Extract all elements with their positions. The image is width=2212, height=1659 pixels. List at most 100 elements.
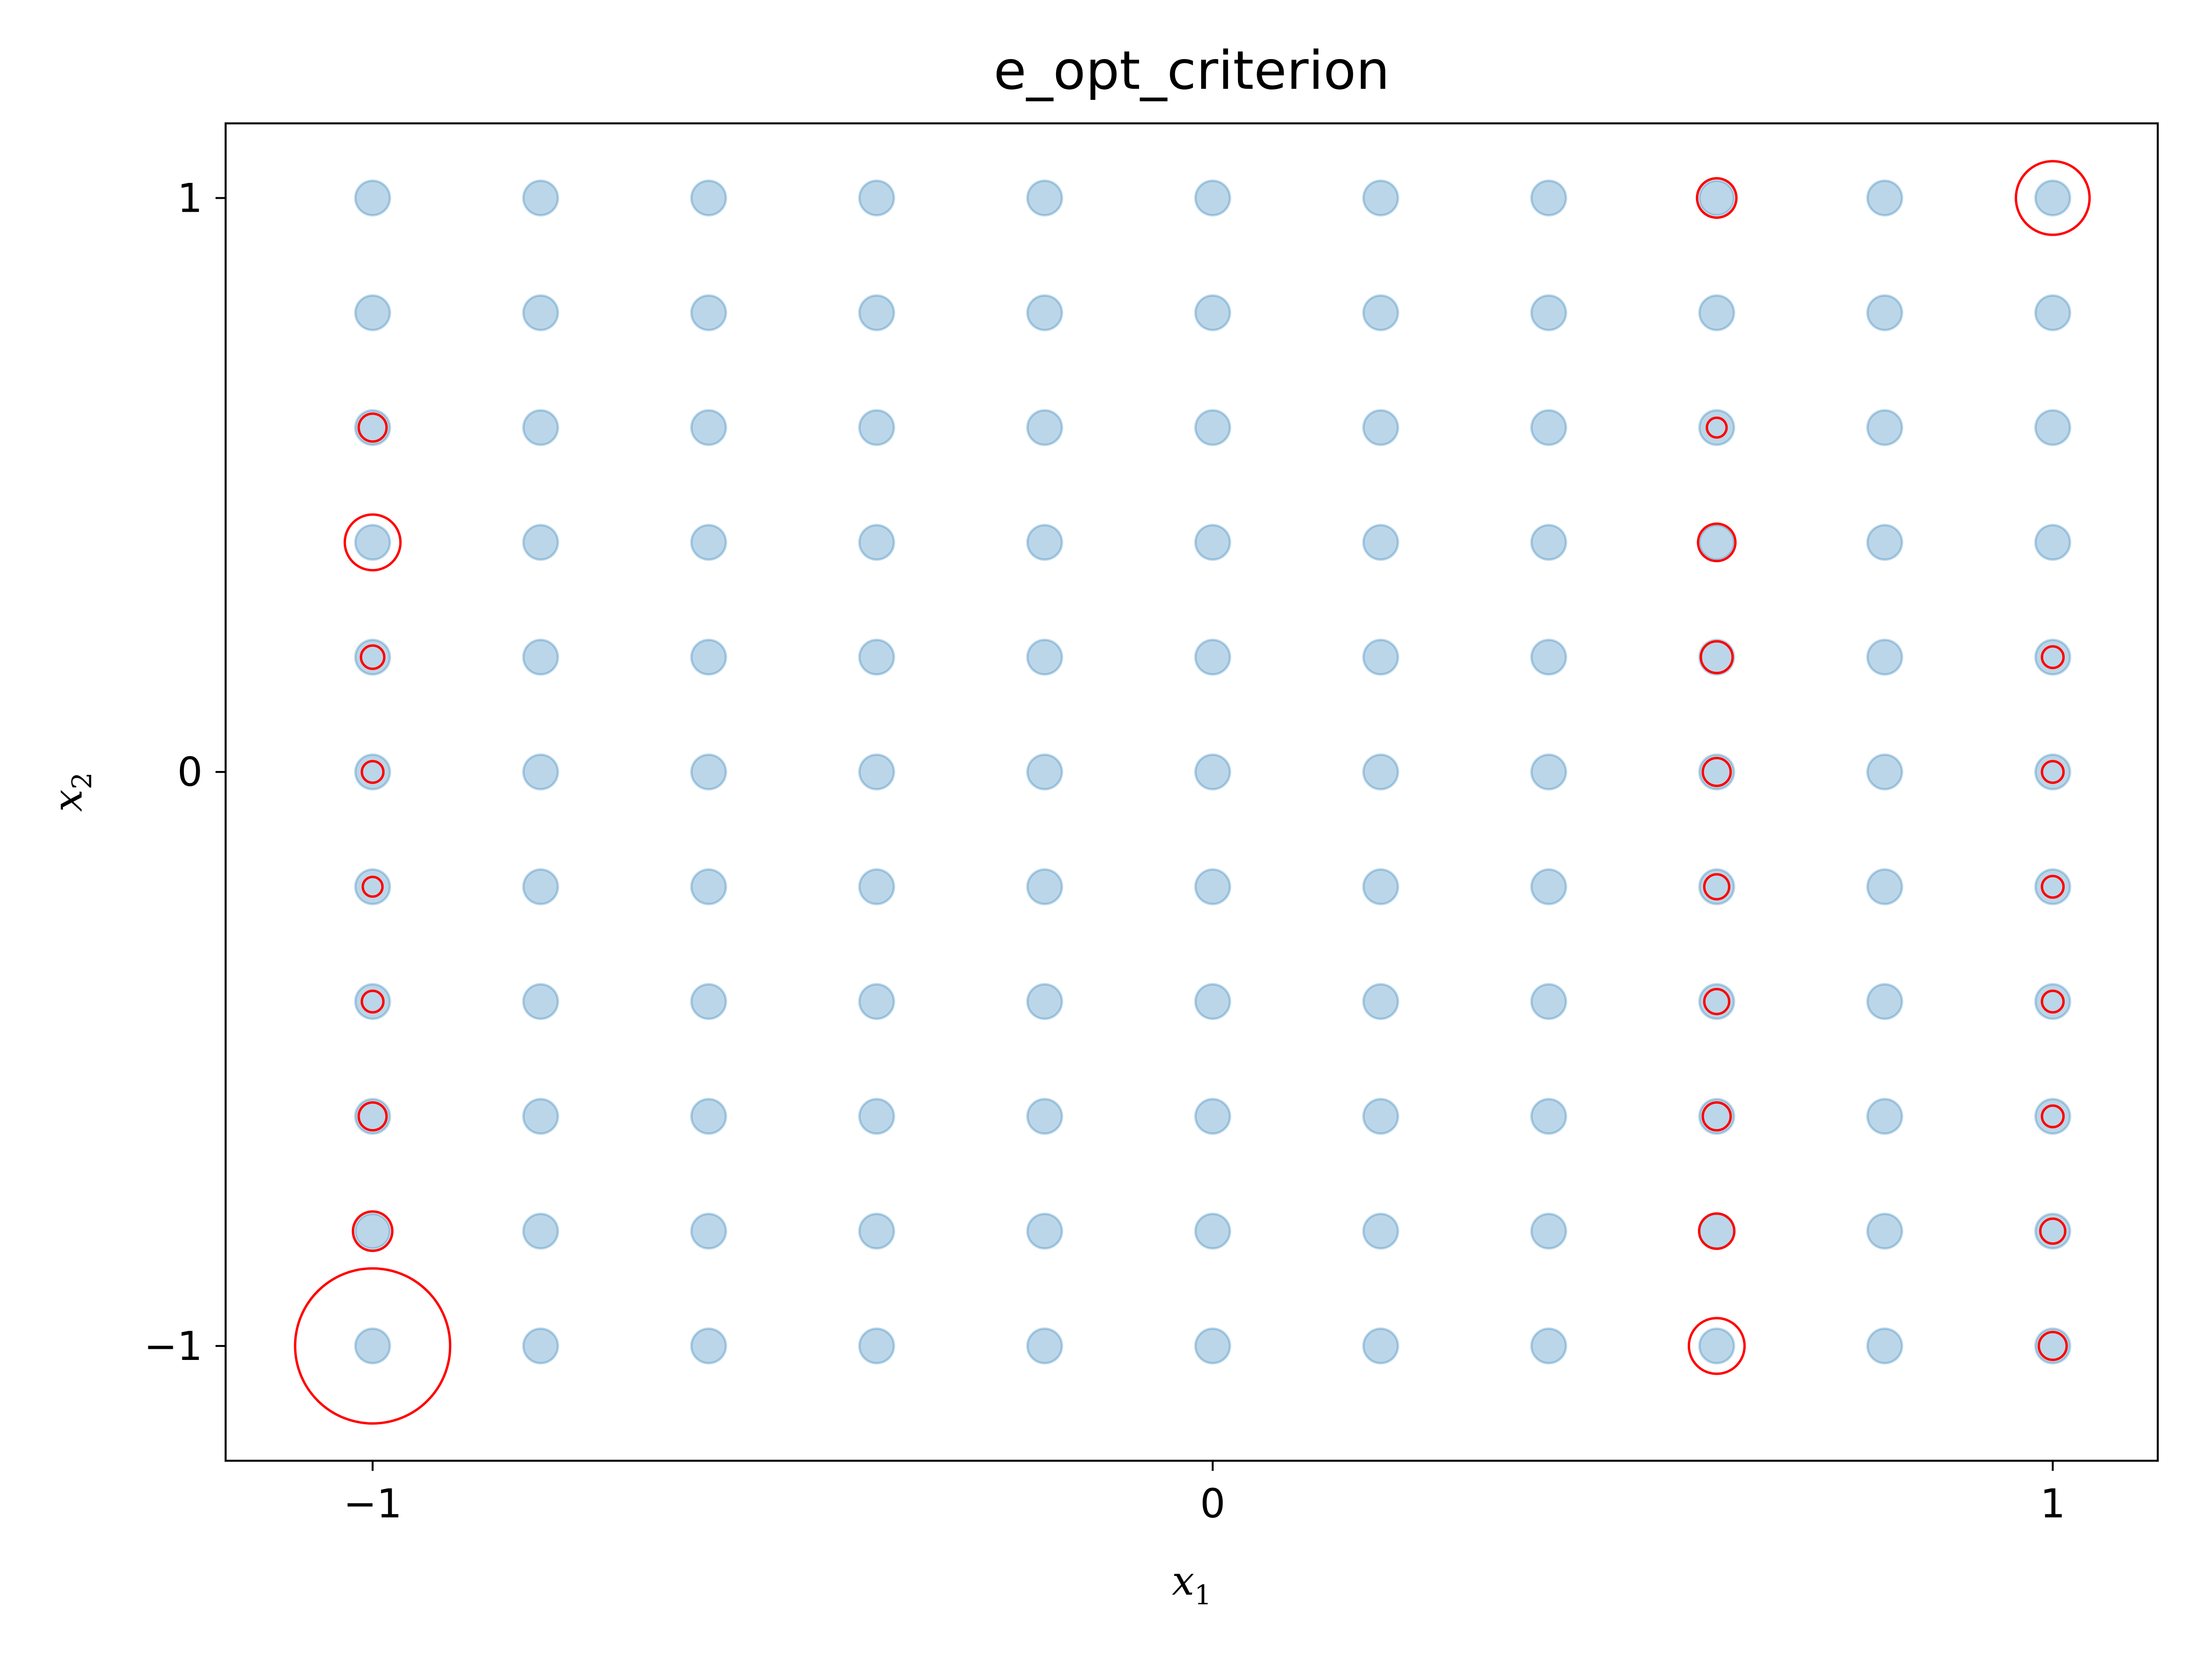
candidate-point [2034, 753, 2071, 791]
candidate-point [1530, 983, 1567, 1020]
candidate-point [858, 868, 895, 905]
candidate-point [858, 179, 895, 216]
chart-title: e_opt_criterion [994, 40, 1390, 102]
candidate-point [354, 179, 391, 216]
candidate-point [1026, 409, 1063, 446]
candidate-points [354, 179, 2071, 1365]
candidate-point [1026, 753, 1063, 791]
x-axis-label-subscript: 1 [1194, 1580, 1212, 1611]
design-point [1703, 987, 1731, 1015]
candidate-point [2034, 294, 2071, 332]
x-axis-ticks: −1 0 1 [343, 1461, 2066, 1527]
candidate-point [1866, 868, 1903, 905]
candidate-point [1362, 1213, 1399, 1250]
design-point [2039, 1217, 2067, 1245]
candidate-point [522, 1213, 559, 1250]
candidate-point [1698, 1098, 1735, 1135]
candidate-point [1866, 409, 1903, 446]
design-point [361, 876, 384, 898]
y-axis-label: x2 [45, 772, 98, 812]
design-point [1703, 873, 1731, 901]
candidate-point [1362, 179, 1399, 216]
design-point [361, 760, 385, 784]
design-point [1699, 640, 1734, 674]
candidate-point [2034, 868, 2071, 905]
candidate-point [522, 638, 559, 676]
candidate-point [354, 1327, 391, 1365]
candidate-point [1194, 638, 1231, 676]
candidate-point [2034, 409, 2071, 446]
candidate-point [1194, 753, 1231, 791]
candidate-point [2034, 1327, 2071, 1365]
candidate-point [1530, 868, 1567, 905]
design-point [343, 513, 402, 572]
design-point [1696, 522, 1737, 563]
candidate-point [1026, 1213, 1063, 1250]
candidate-point [1530, 1098, 1567, 1135]
candidate-point [690, 868, 727, 905]
candidate-point [858, 983, 895, 1020]
candidate-point [354, 753, 391, 791]
candidate-point [1866, 983, 1903, 1020]
candidate-point [354, 409, 391, 446]
candidate-point [1866, 1327, 1903, 1365]
candidate-point [354, 524, 391, 561]
candidate-point [2034, 638, 2071, 676]
candidate-point [1026, 1098, 1063, 1135]
design-point [1701, 1101, 1732, 1132]
candidate-point [522, 294, 559, 332]
candidate-point [1866, 179, 1903, 216]
design-point [357, 1101, 388, 1132]
candidate-point [690, 294, 727, 332]
candidate-point [1194, 294, 1231, 332]
candidate-point [858, 1327, 895, 1365]
candidate-point [1698, 753, 1735, 791]
candidate-point [1866, 1098, 1903, 1135]
candidate-point [522, 983, 559, 1020]
plot-area-frame [224, 122, 2159, 1462]
candidate-point [1530, 1213, 1567, 1250]
candidate-point [858, 638, 895, 676]
y-tick-label: 1 [177, 175, 203, 221]
design-point [2041, 989, 2065, 1014]
y-axis-label-base: x [45, 789, 91, 812]
candidate-point [1698, 409, 1735, 446]
candidate-point [1362, 753, 1399, 791]
candidate-point [1698, 524, 1735, 561]
candidate-point [2034, 179, 2071, 216]
x-axis-label-base: x [1172, 1558, 1194, 1604]
candidate-point [858, 409, 895, 446]
candidate-point [690, 638, 727, 676]
candidate-point [1026, 179, 1063, 216]
candidate-point [1194, 179, 1231, 216]
candidate-point [522, 1098, 559, 1135]
candidate-point [1530, 179, 1567, 216]
candidate-point [1866, 1213, 1903, 1250]
design-points [294, 160, 2091, 1425]
design-point [2037, 1331, 2068, 1361]
candidate-point [1362, 409, 1399, 446]
y-tick-label: 0 [177, 749, 203, 795]
design-point [1687, 1317, 1746, 1375]
candidate-point [1362, 524, 1399, 561]
candidate-point [1026, 524, 1063, 561]
design-point [294, 1267, 452, 1425]
candidate-point [1026, 638, 1063, 676]
candidate-point [1026, 1327, 1063, 1365]
candidate-point [1530, 753, 1567, 791]
candidate-point [354, 868, 391, 905]
candidate-point [858, 1098, 895, 1135]
candidate-point [2034, 983, 2071, 1020]
candidate-point [1698, 638, 1735, 676]
candidate-point [690, 1327, 727, 1365]
candidate-point [1530, 1327, 1567, 1365]
x-tick-label: 1 [2040, 1480, 2066, 1527]
y-axis-ticks: −1 0 1 [144, 175, 226, 1370]
candidate-point [1866, 753, 1903, 791]
candidate-point [1362, 1327, 1399, 1365]
candidate-point [522, 753, 559, 791]
candidate-point [1698, 179, 1735, 216]
candidate-point [690, 1098, 727, 1135]
